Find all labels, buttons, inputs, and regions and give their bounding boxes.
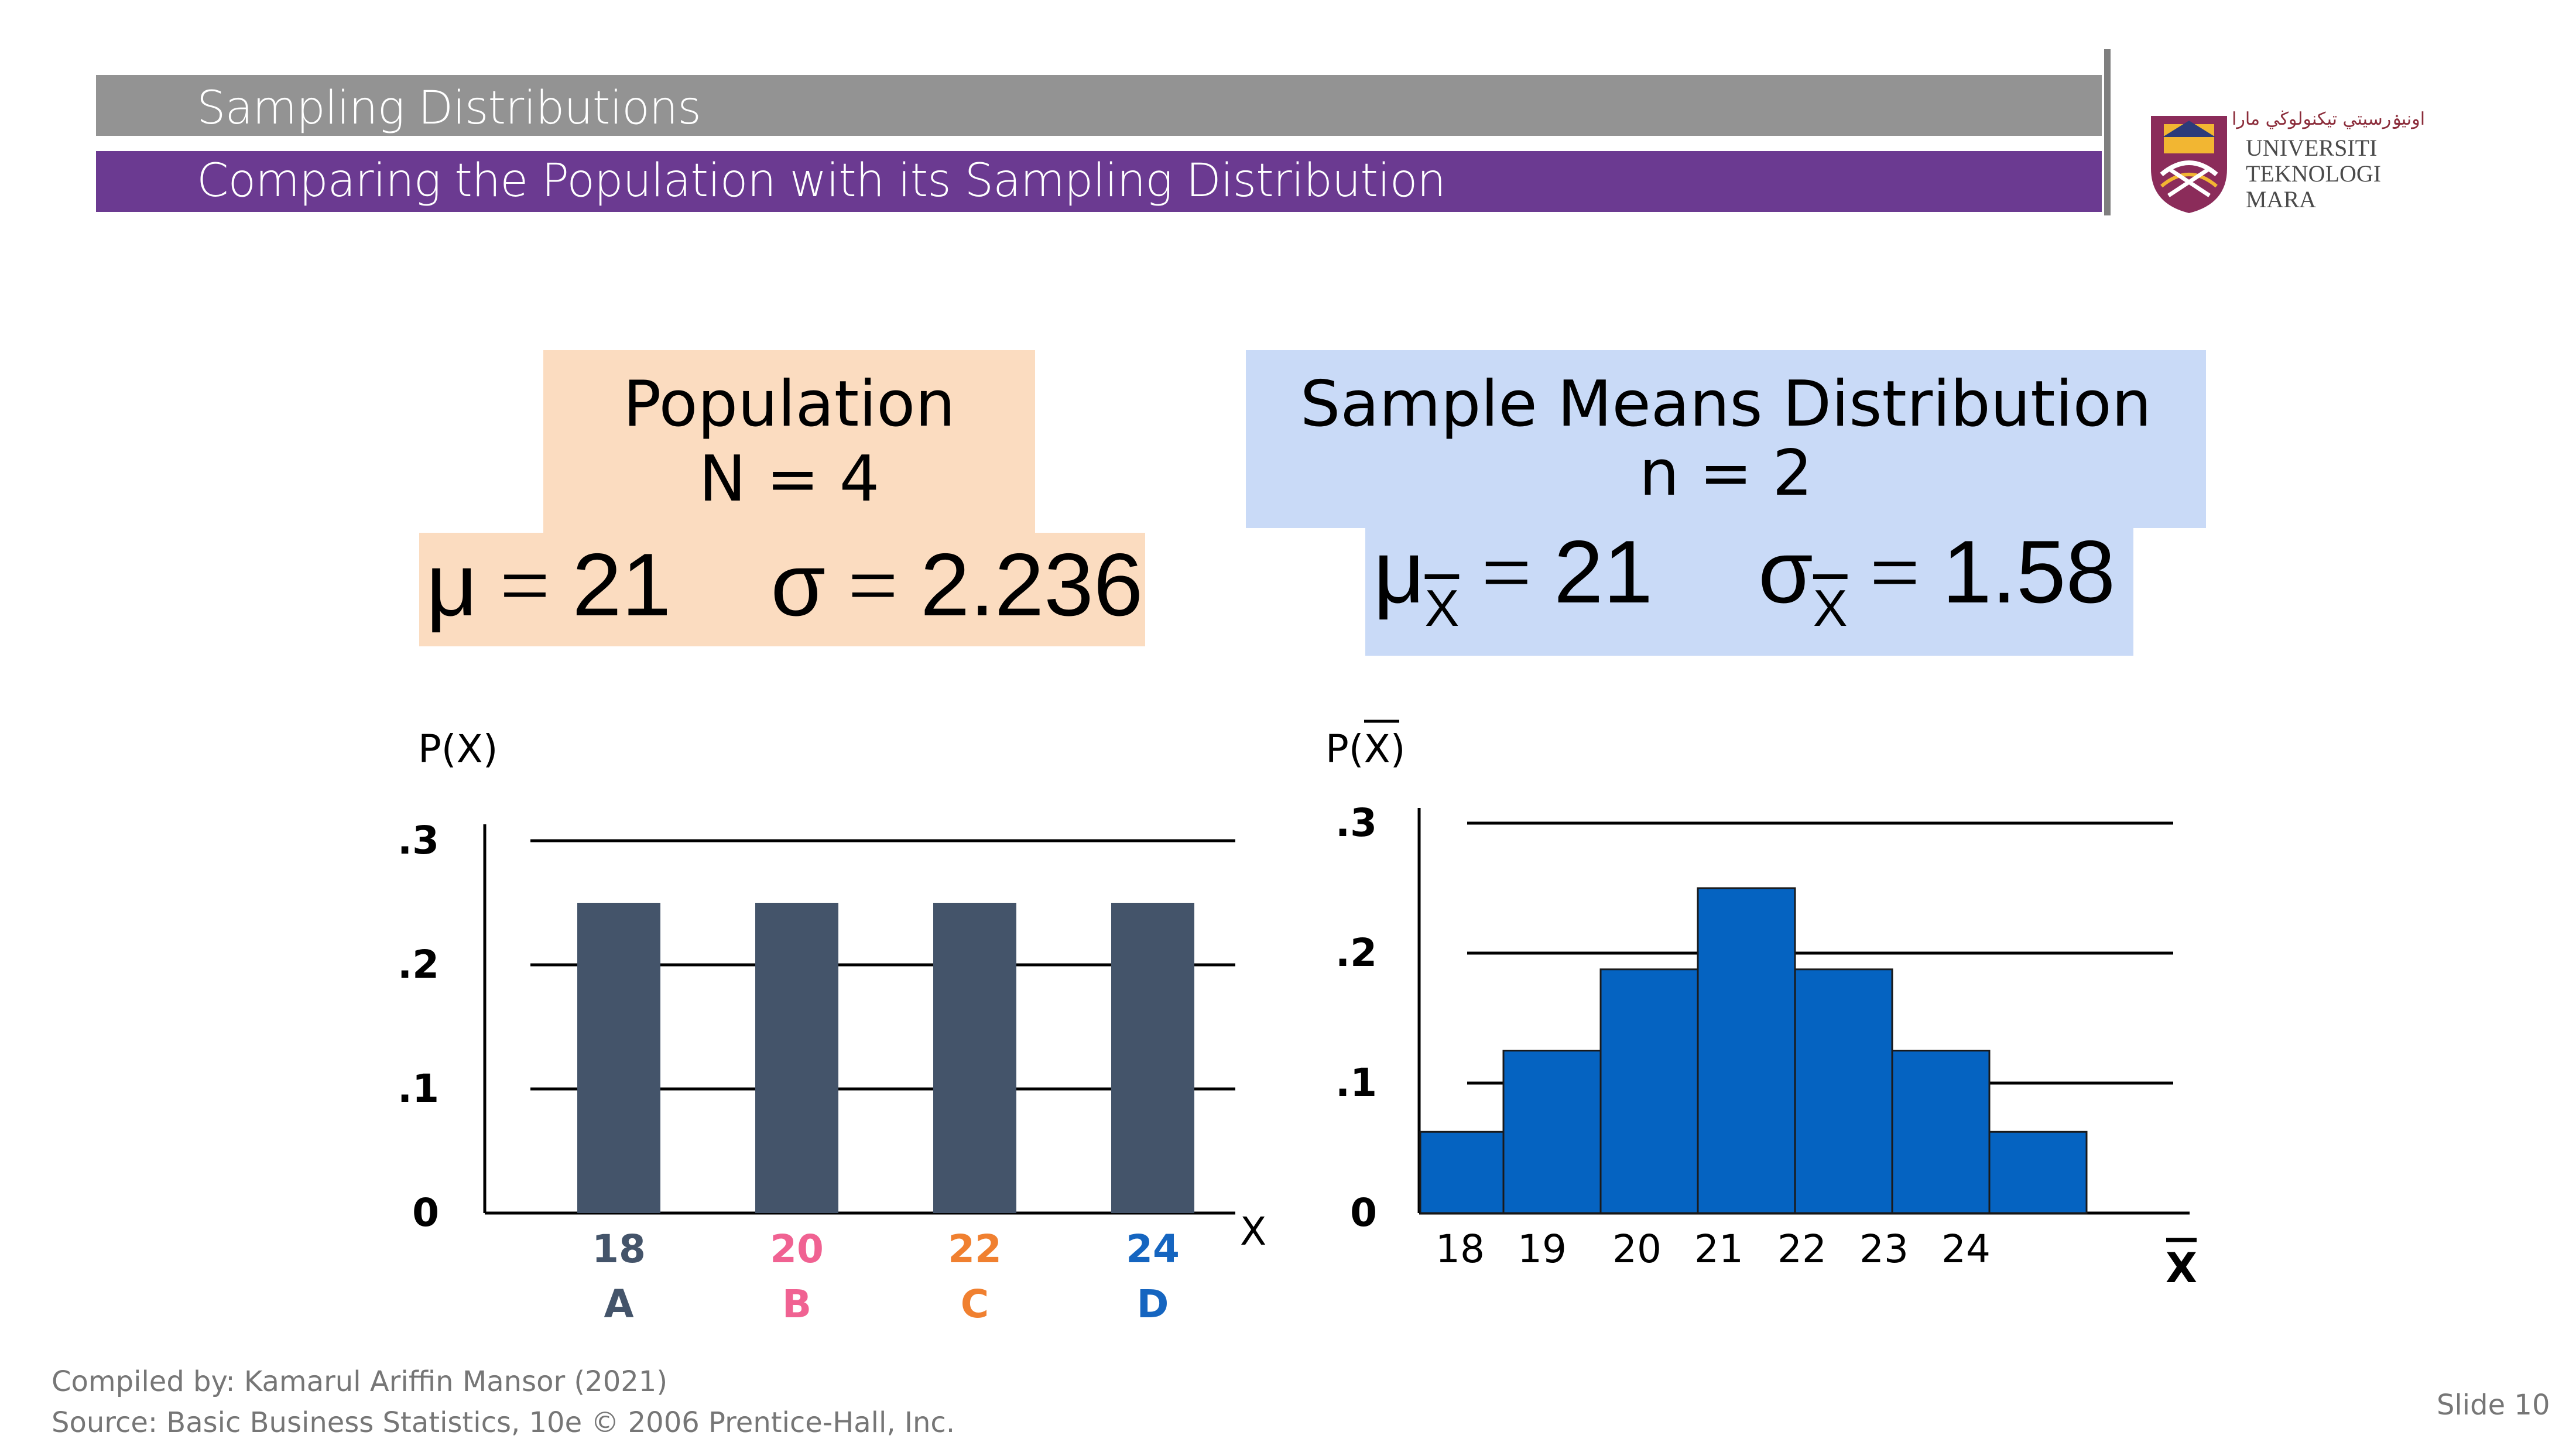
header-divider <box>2104 49 2111 215</box>
chart2-xtick: 20 <box>1612 1227 1662 1272</box>
logo-text-universiti: UNIVERSITI <box>2246 135 2378 161</box>
sigma-symbol: σ <box>770 535 826 635</box>
chart1-bar <box>577 903 660 1213</box>
chart1-xtick-letter: D <box>1137 1282 1169 1327</box>
sigma-subscript: X <box>1813 579 1848 637</box>
chart2-ytick: .3 <box>1335 800 1377 845</box>
chart1-ytick: .3 <box>398 818 439 863</box>
population-formula-box <box>419 533 1145 646</box>
chart1-bar <box>755 903 838 1213</box>
chart2-xtick: 21 <box>1694 1227 1743 1272</box>
population-formula: μ = 21 σ = 2.236 <box>426 535 1143 635</box>
slide-number: Slide 10 <box>2437 1389 2550 1421</box>
chart2-bar <box>1794 968 1893 1214</box>
chart2-ytick: 0 <box>1350 1190 1377 1235</box>
slide-title: Sampling Distributions <box>197 82 701 135</box>
mu-symbol: μ <box>426 535 478 635</box>
chart2-xtick: 18 <box>1436 1227 1485 1272</box>
chart2-xtick: 19 <box>1517 1227 1567 1272</box>
chart1-ytick: 0 <box>412 1190 439 1235</box>
chart2-bar <box>1419 1131 1505 1214</box>
sample-means-size: n = 2 <box>1639 437 1813 510</box>
mu-subscript: X <box>1424 579 1460 637</box>
slide-subtitle: Comparing the Population with its Sampli… <box>197 155 1446 207</box>
footer-source: Source: Basic Business Statistics, 10e ©… <box>52 1406 955 1439</box>
chart2-bar <box>1599 968 1699 1214</box>
sample-means-formula: μX = 21 σX = 1.58 <box>1373 522 2116 637</box>
chart2-ytick: .1 <box>1335 1060 1377 1105</box>
chart1-xlabel: X <box>1240 1209 1266 1254</box>
sample-means-formula-box <box>1365 526 2133 656</box>
sample-means-title: Sample Means Distribution <box>1300 368 2152 441</box>
footer-compiled: Compiled by: Kamarul Ariffin Mansor (202… <box>52 1365 668 1398</box>
population-title: Population <box>623 368 955 441</box>
chart2-bar <box>1502 1050 1602 1214</box>
chart1-xtick: 24 <box>1126 1227 1180 1272</box>
university-logo: اونيۏرسيتي تيكنولوڬي مارا UNIVERSITI TEK… <box>2145 108 2425 219</box>
logo-text-teknologi: TEKNOLOGI <box>2246 160 2382 187</box>
header-grey-bar <box>96 75 2102 136</box>
header-purple-bar <box>96 151 2102 212</box>
chart2-xlabel: X <box>2166 1244 2197 1292</box>
chart1-ytick: .2 <box>398 942 439 987</box>
population-mu-value: 21 <box>572 535 672 635</box>
chart1-bar <box>933 903 1016 1213</box>
chart1-xtick-letter: B <box>782 1282 811 1327</box>
population-box <box>543 350 1035 535</box>
chart2-bar <box>1891 1050 1991 1214</box>
sample-sigma-value: 1.58 <box>1942 522 2116 622</box>
chart2-bar <box>1988 1131 2088 1214</box>
population-sigma-value: 2.236 <box>920 535 1143 635</box>
chart1-xtick-letter: A <box>604 1282 633 1327</box>
chart1-ylabel: P(X) <box>418 727 498 772</box>
chart2-ytick: .2 <box>1335 930 1377 975</box>
chart2-bar <box>1697 887 1796 1214</box>
chart1-ytick: .1 <box>398 1066 439 1111</box>
chart1-bar <box>1111 903 1194 1213</box>
sample-mu-value: 21 <box>1554 522 1653 622</box>
logo-crest-icon <box>2151 116 2227 213</box>
chart2-xtick: 24 <box>1941 1227 1991 1272</box>
chart1-xtick: 22 <box>948 1227 1002 1272</box>
mu-symbol: μ <box>1373 522 1425 622</box>
logo-arabic-text: اونيۏرسيتي تيكنولوڬي مارا <box>2232 109 2426 129</box>
chart2-xtick: 23 <box>1859 1227 1909 1272</box>
chart2-xtick: 22 <box>1777 1227 1827 1272</box>
sample-means-box <box>1246 350 2206 528</box>
chart1-xtick: 18 <box>592 1227 646 1272</box>
chart2-ylabel: P(X) <box>1325 727 1406 772</box>
sigma-symbol: σ <box>1758 522 1813 622</box>
chart1-xtick-letter: C <box>961 1282 989 1327</box>
chart1-xtick: 20 <box>770 1227 824 1272</box>
logo-text-mara: MARA <box>2246 186 2317 213</box>
population-size: N = 4 <box>698 443 880 516</box>
